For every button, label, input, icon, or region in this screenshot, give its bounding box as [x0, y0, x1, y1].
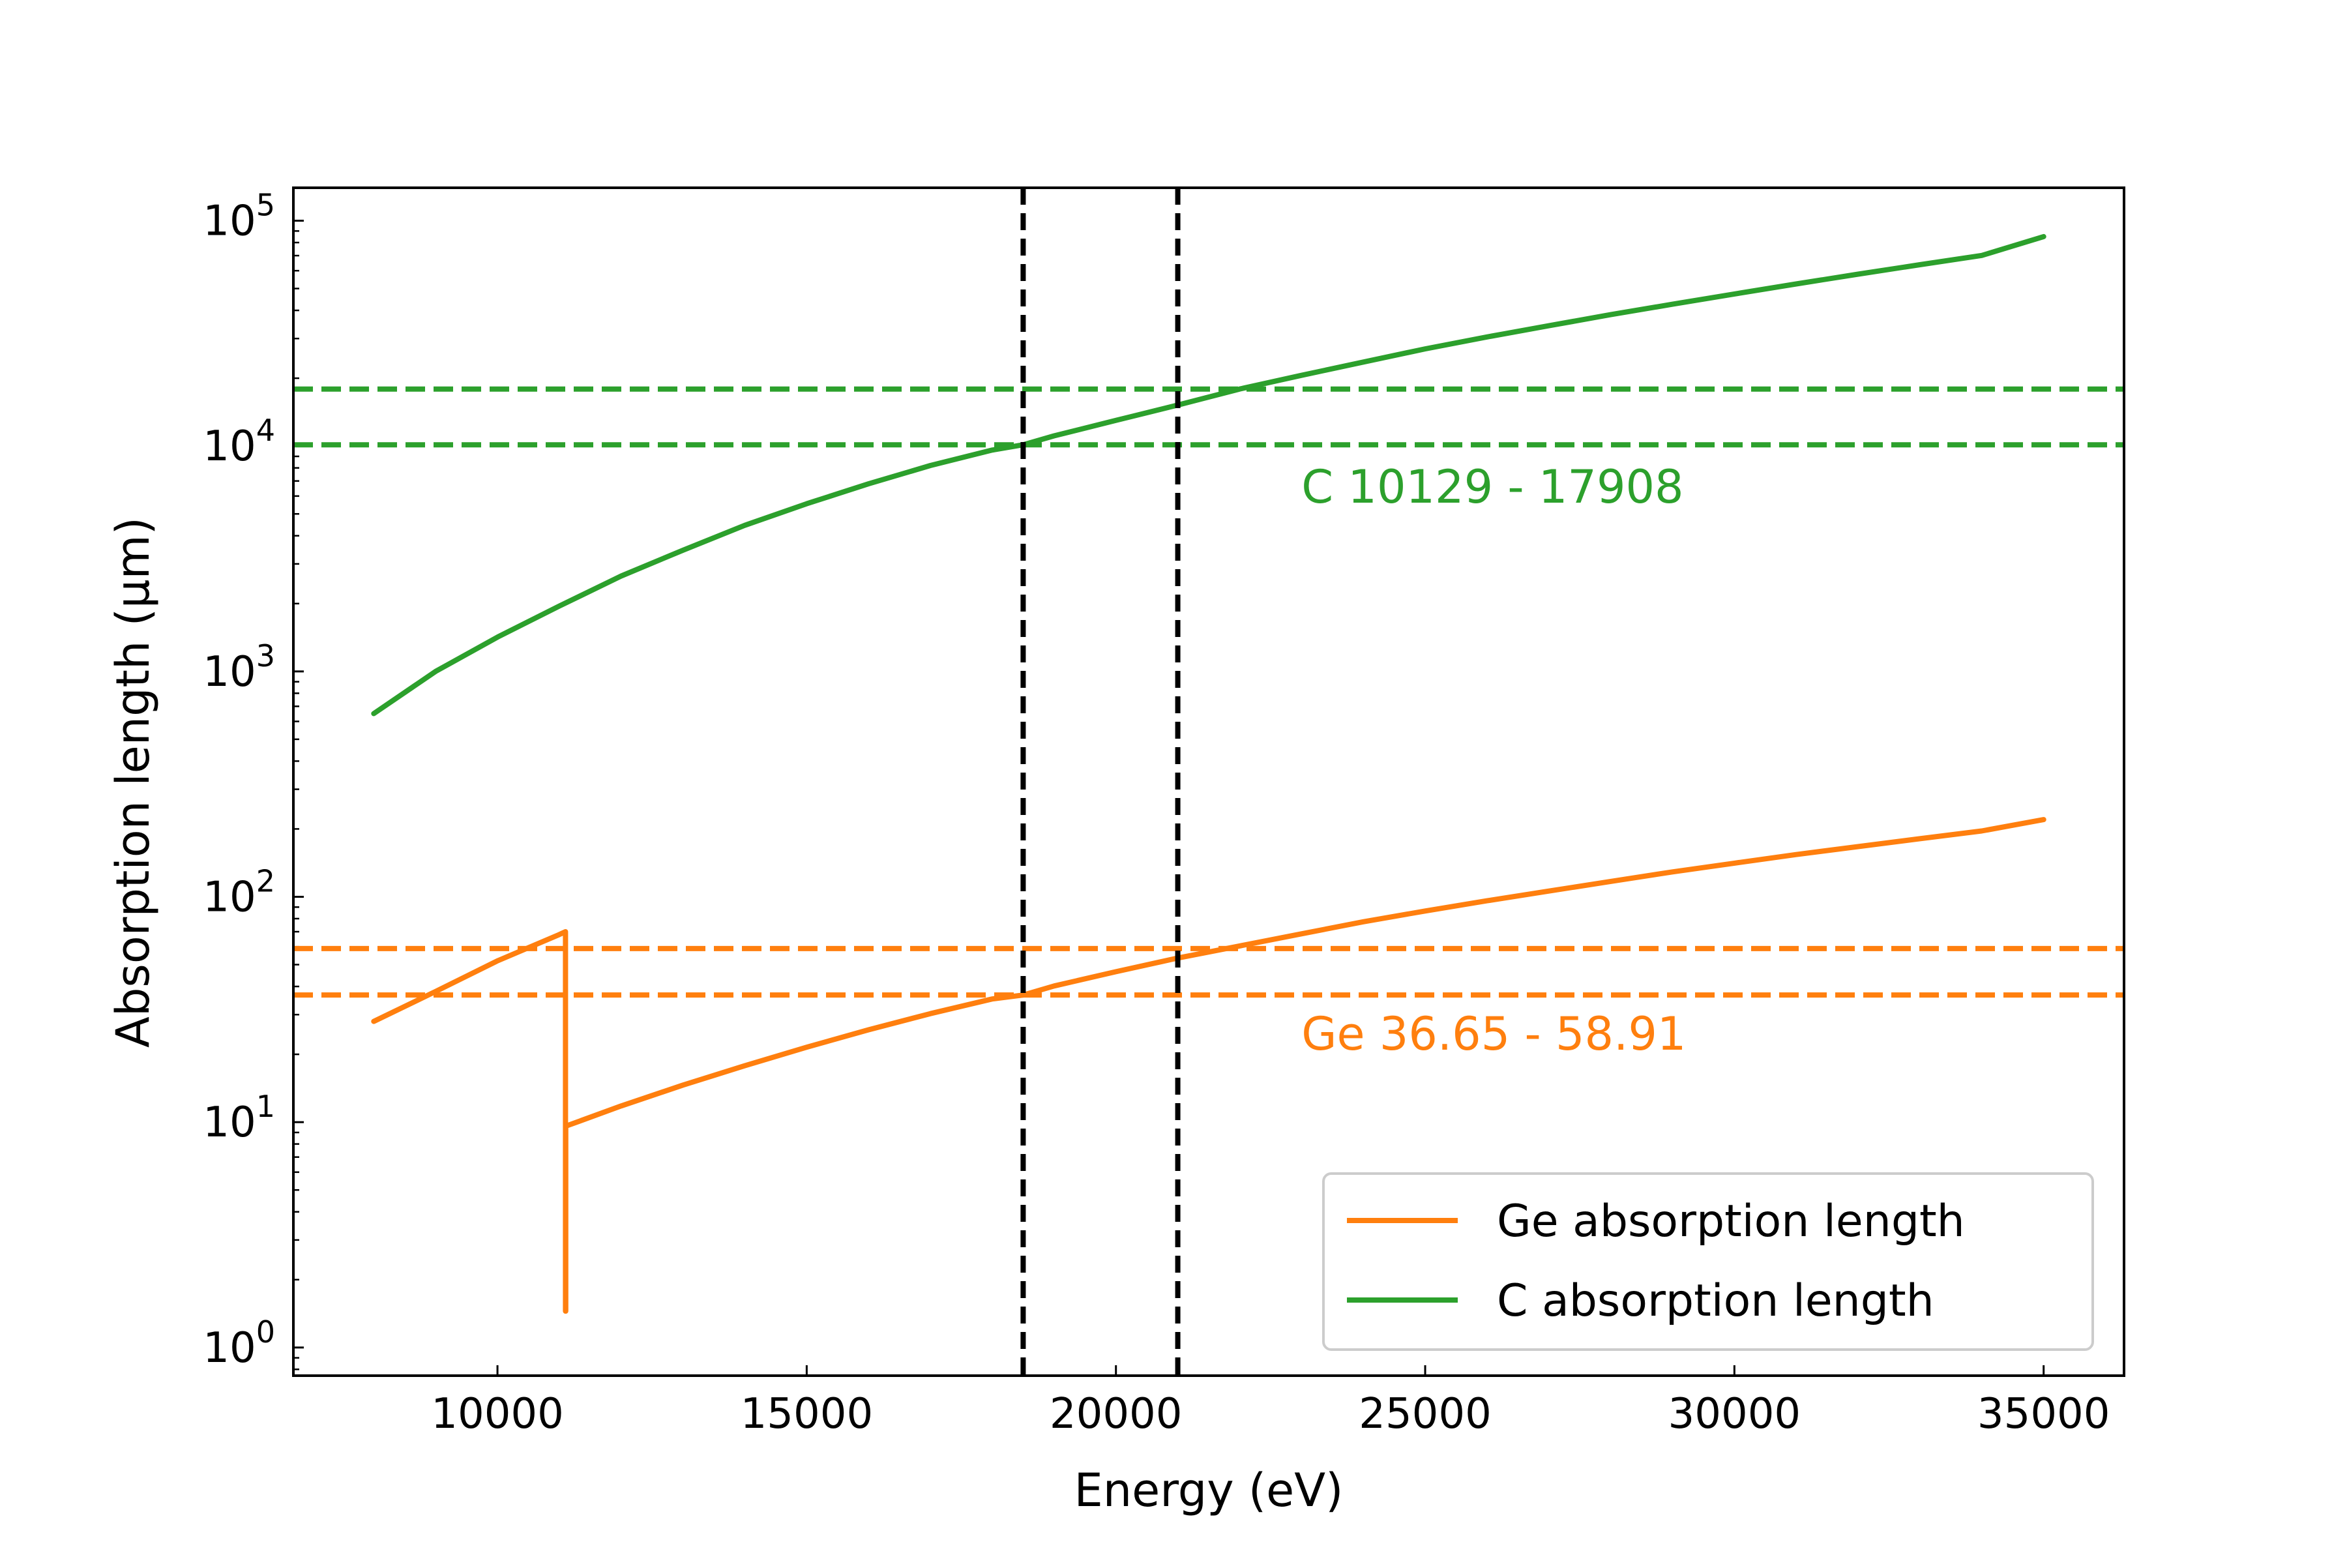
y-tick-label: 105 [203, 188, 275, 246]
y-tick-label: 103 [203, 638, 275, 696]
x-axis-label: Energy (eV) [1074, 1464, 1344, 1517]
ge-range-annotation: Ge 36.65 - 58.91 [1301, 1007, 1686, 1061]
annotations: C 10129 - 17908 Ge 36.65 - 58.91 [1301, 460, 1686, 1061]
legend: Ge absorption length C absorption length [1322, 1172, 2094, 1351]
y-tick-exponent: 5 [256, 188, 275, 223]
plot-frame [292, 186, 2125, 1377]
y-tick-base: 10 [203, 873, 256, 921]
y-tick-exponent: 3 [256, 638, 275, 673]
y-tick-label: 101 [203, 1089, 275, 1147]
y-tick-exponent: 2 [256, 863, 275, 898]
y-tick-base: 10 [203, 1324, 256, 1372]
x-tick-label: 20000 [1050, 1390, 1183, 1438]
y-tick-base: 10 [203, 1099, 256, 1147]
y-tick-exponent: 1 [256, 1089, 275, 1124]
y-tick-base: 10 [203, 198, 256, 246]
x-tick-label: 25000 [1359, 1390, 1492, 1438]
y-tick-label: 102 [203, 863, 275, 921]
legend-label: C absorption length [1497, 1275, 1934, 1327]
y-tick-label: 104 [203, 413, 275, 471]
ge-absorption-line [371, 817, 2046, 1314]
y-tick-exponent: 0 [256, 1314, 275, 1350]
x-tick-label: 35000 [1977, 1390, 2110, 1438]
x-tick-label: 15000 [741, 1390, 874, 1438]
y-tick-exponent: 4 [256, 413, 275, 448]
y-tick-base: 10 [203, 422, 256, 471]
x-tick-label: 10000 [431, 1390, 564, 1438]
legend-label: Ge absorption length [1497, 1196, 1965, 1247]
y-tick-label: 100 [203, 1314, 275, 1372]
c-range-annotation: C 10129 - 17908 [1301, 460, 1683, 514]
y-axis-label: Absorption length (µm) [106, 517, 160, 1048]
y-tick-base: 10 [203, 648, 256, 696]
legend-box [1322, 1172, 2094, 1351]
axis-ticks: 10000 15000 20000 25000 30000 350001001011021… [203, 188, 2110, 1438]
x-tick-label: 30000 [1668, 1390, 1801, 1438]
data-lines [293, 188, 2124, 1376]
